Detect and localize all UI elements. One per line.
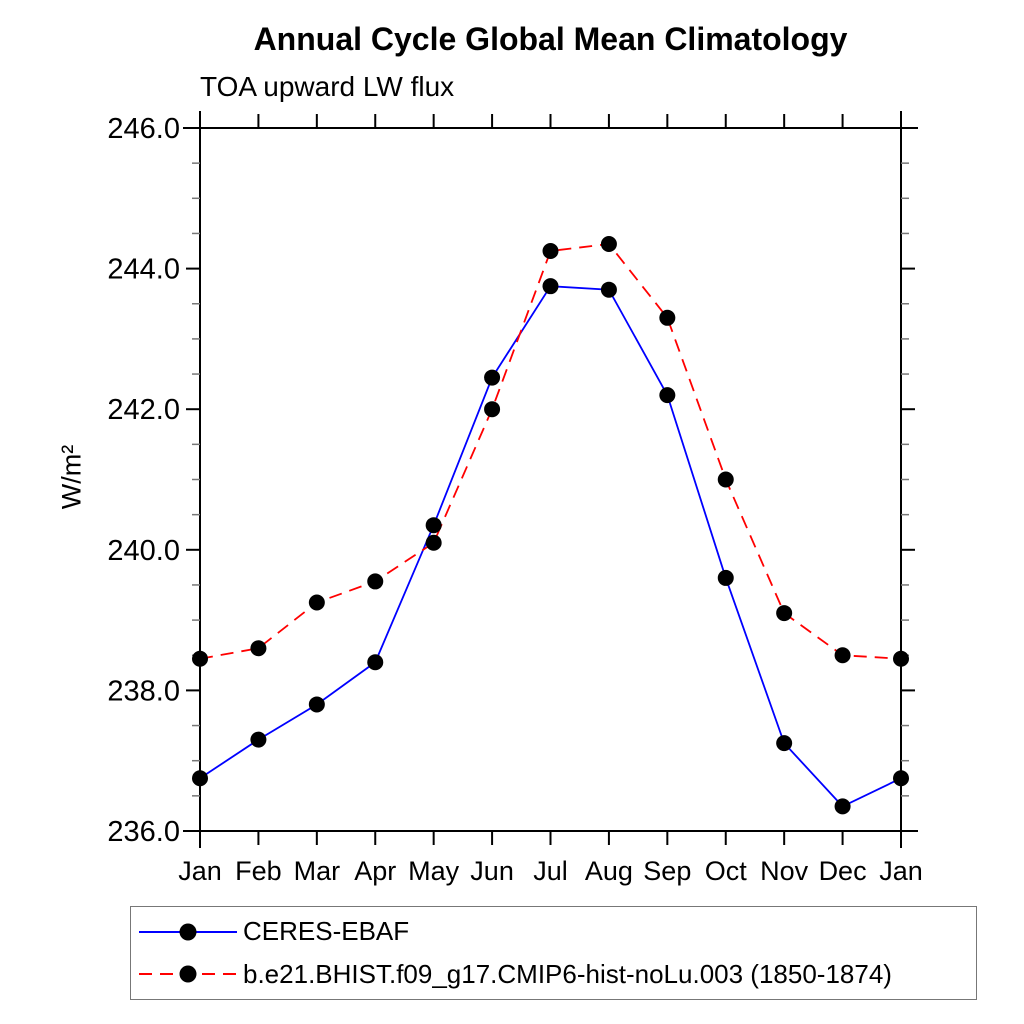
x-tick-label: Sep: [643, 856, 691, 886]
x-tick-label: Jul: [533, 856, 568, 886]
data-point-marker: [659, 309, 676, 326]
x-tick-label: Nov: [760, 856, 809, 886]
data-point-marker: [484, 401, 501, 418]
y-tick-label: 244.0: [107, 254, 180, 286]
chart-title: Annual Cycle Global Mean Climatology: [253, 21, 848, 57]
data-point-marker: [367, 573, 384, 590]
data-point-marker: [308, 696, 325, 713]
y-axis-tick-labels: 236.0 238.0 240.0 242.0 244.0 246.0: [107, 113, 180, 848]
x-tick-label: Aug: [585, 856, 633, 886]
y-tick-label: 240.0: [107, 535, 180, 567]
data-point-marker: [250, 640, 267, 657]
y-axis-label: W/m²: [56, 444, 87, 510]
x-tick-label: Feb: [235, 856, 282, 886]
axis-ticks: [186, 114, 915, 845]
legend-marker-dot: [179, 965, 197, 983]
legend-box: CERES-EBAF b.e21.BHIST.f09_g17.CMIP6-his…: [130, 906, 977, 1000]
data-point-marker: [250, 731, 267, 748]
data-point-marker: [484, 369, 501, 386]
x-tick-label: May: [408, 856, 460, 886]
data-point-marker: [834, 647, 851, 664]
x-tick-label: Mar: [294, 856, 341, 886]
data-point-marker: [542, 278, 559, 295]
y-tick-label: 238.0: [107, 675, 180, 707]
data-point-marker: [600, 281, 617, 298]
legend-label-ceres: CERES-EBAF: [243, 916, 410, 947]
x-tick-label: Jan: [879, 856, 923, 886]
x-tick-label: Jan: [178, 856, 222, 886]
legend-item-model: b.e21.BHIST.f09_g17.CMIP6-hist-noLu.003 …: [137, 954, 976, 994]
y-tick-label: 236.0: [107, 816, 180, 848]
series-line-0: [199, 285, 902, 808]
chart-subtitle: TOA upward LW flux: [200, 71, 455, 102]
series-line-1: [199, 243, 902, 660]
data-point-marker: [893, 650, 909, 667]
model-legend-line-sample: [139, 965, 237, 983]
data-point-marker: [717, 569, 734, 586]
x-tick-label: Jun: [470, 856, 514, 886]
y-tick-label: 242.0: [107, 394, 180, 426]
x-tick-label: Oct: [705, 856, 748, 886]
data-point-marker: [192, 770, 208, 787]
data-point-marker: [834, 798, 851, 815]
ceres-legend-line-sample: [139, 923, 237, 941]
data-point-marker: [308, 594, 325, 611]
data-point-marker: [600, 235, 617, 252]
data-point-marker: [367, 654, 384, 671]
legend-marker-dot: [179, 923, 197, 941]
data-point-marker: [659, 387, 676, 404]
legend-label-model: b.e21.BHIST.f09_g17.CMIP6-hist-noLu.003 …: [243, 958, 892, 989]
x-axis-tick-labels: Jan Feb Mar Apr May Jun Jul Aug Sep Oct Nov Dec Jan: [178, 856, 923, 886]
x-tick-label: Apr: [354, 856, 396, 886]
data-point-marker: [776, 605, 793, 622]
data-point-marker: [425, 534, 442, 551]
x-tick-label: Dec: [819, 856, 867, 886]
data-point-marker: [717, 471, 734, 488]
data-point-marker: [776, 735, 793, 752]
data-point-marker: [542, 243, 559, 260]
data-point-marker: [893, 770, 909, 787]
data-point-marker: [192, 650, 208, 667]
data-point-marker: [425, 517, 442, 534]
legend-item-ceres: CERES-EBAF: [137, 912, 976, 952]
series-lines: [199, 243, 902, 808]
axis-frame: [183, 111, 918, 848]
y-tick-label: 246.0: [107, 113, 180, 145]
data-point-markers: [192, 235, 909, 815]
